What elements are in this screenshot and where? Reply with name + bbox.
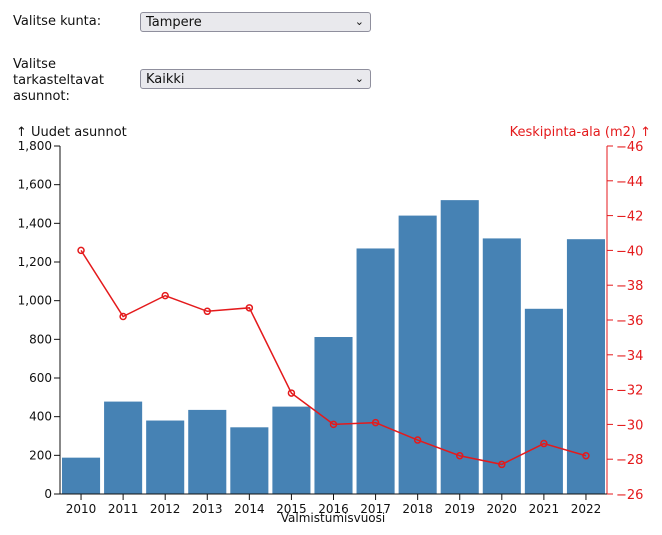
bar: [62, 457, 101, 494]
line-point: [329, 420, 338, 429]
y-left-tick-label: 1,000: [18, 294, 52, 308]
line-point: [245, 304, 254, 312]
y-right-axis-label: Keskipinta-ala (m2) ↑: [510, 125, 651, 140]
y-left-tick-label: 600: [29, 371, 52, 385]
y-right-tick-label: −32: [616, 384, 643, 399]
x-tick-label: 2011: [108, 502, 139, 516]
y-right-tick-label: −36: [616, 314, 643, 329]
y-left-axis-label: ↑ Uudet asunnot: [16, 125, 127, 140]
municipality-select[interactable]: Tampere ⌄: [140, 12, 371, 32]
housing-select-value: Kaikki: [146, 71, 185, 87]
y-right-tick-label: −26: [616, 488, 643, 503]
housing-filter: Valitse tarkasteltavat asunnot:: [13, 57, 140, 105]
y-left-tick-label: 400: [29, 410, 52, 424]
x-axis-label: Valmistumisvuosi: [281, 511, 385, 525]
x-tick-label: 2020: [487, 502, 518, 516]
y-left-tick-label: 1,600: [18, 178, 52, 192]
line-point: [540, 439, 548, 448]
y-right-tick-label: −40: [616, 244, 643, 259]
y-left-tick-label: 1,800: [18, 139, 52, 153]
y-left-tick-label: 200: [29, 448, 52, 462]
bar: [398, 215, 437, 494]
municipality-label: Valitse kunta:: [13, 14, 102, 29]
chevron-down-icon: ⌄: [354, 72, 364, 85]
municipality-select-value: Tampere: [146, 14, 202, 30]
bar: [566, 239, 605, 494]
y-left-tick-label: 1,200: [18, 255, 52, 269]
line-point: [371, 418, 380, 427]
bar: [230, 427, 269, 494]
line-series: [80, 249, 587, 466]
bar: [188, 409, 227, 494]
line-point: [77, 246, 85, 255]
bar: [524, 308, 563, 494]
y-right-tick-label: −44: [616, 175, 643, 190]
line-point: [203, 307, 212, 316]
y-right-tick-label: −30: [616, 418, 643, 433]
y-left-tick-label: 1,400: [18, 216, 52, 230]
line-point: [582, 451, 590, 460]
bar: [482, 238, 521, 494]
y-right-tick-label: −42: [616, 210, 643, 225]
housing-select[interactable]: Kaikki ⌄: [140, 69, 371, 89]
x-tick-label: 2015: [276, 502, 307, 516]
line-point: [413, 436, 422, 444]
x-tick-label: 2014: [234, 502, 265, 516]
x-tick-label: 2022: [571, 502, 602, 516]
x-tick-label: 2018: [402, 502, 433, 516]
line-point: [287, 389, 296, 397]
y-right-tick-label: −28: [616, 453, 643, 468]
x-tick-label: 2017: [360, 502, 391, 516]
municipality-filter: Valitse kunta:: [13, 14, 140, 30]
line-point: [498, 460, 506, 469]
bar: [272, 406, 311, 494]
x-tick-label: 2013: [192, 502, 223, 516]
line-point: [161, 291, 169, 300]
y-right-tick-label: −46: [616, 140, 643, 155]
x-tick-label: 2012: [150, 502, 181, 516]
x-tick-label: 2016: [318, 502, 349, 516]
bar: [356, 248, 395, 494]
x-tick-label: 2021: [529, 502, 560, 516]
x-tick-label: 2019: [444, 502, 475, 516]
line-point: [455, 451, 464, 460]
y-left-tick-label: 800: [29, 332, 52, 346]
y-left-tick-label: 0: [44, 487, 52, 501]
line-point: [119, 312, 127, 321]
bar: [104, 401, 143, 494]
bar: [314, 337, 353, 494]
y-right-tick-label: −34: [616, 349, 643, 364]
bar: [440, 200, 479, 494]
x-tick-label: 2010: [66, 502, 97, 516]
bar: [146, 420, 185, 494]
y-right-tick-label: −38: [616, 279, 643, 294]
housing-label: Valitse tarkasteltavat asunnot:: [13, 57, 104, 104]
chevron-down-icon: ⌄: [354, 15, 364, 28]
